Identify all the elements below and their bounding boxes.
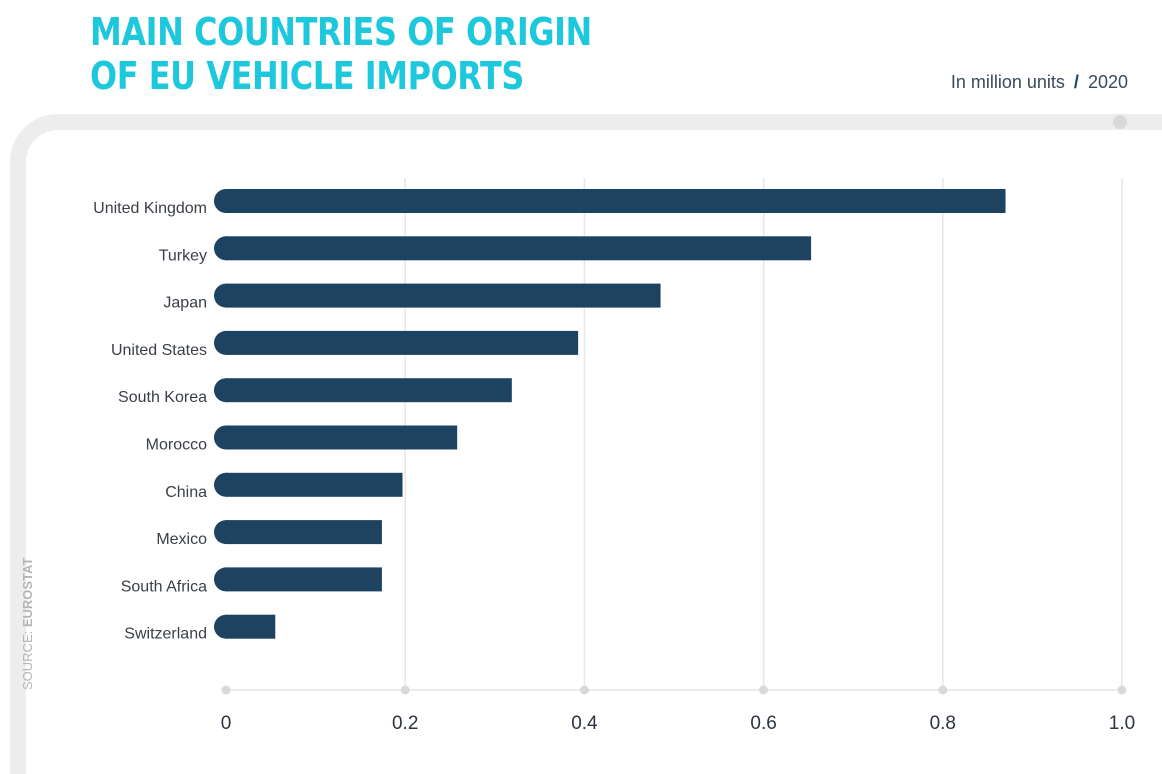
bar (226, 236, 812, 261)
bar (226, 472, 403, 497)
x-tick-label: 0.4 (571, 713, 598, 734)
category-label: South Africa (121, 578, 207, 595)
category-label: South Korea (118, 389, 207, 406)
year-text: 2020 (1087, 72, 1128, 92)
bar (226, 330, 579, 355)
unit-text: In million units (950, 72, 1065, 92)
category-label: United Kingdom (93, 200, 207, 217)
category-label: Mexico (156, 531, 207, 548)
category-label: United States (111, 342, 207, 359)
bar-cap (214, 425, 238, 450)
x-tick-label: 0 (221, 713, 232, 734)
x-tick-dot (759, 685, 769, 695)
category-label: China (165, 484, 207, 501)
chart-frame (10, 114, 1162, 774)
x-tick-label: 0.2 (392, 713, 418, 734)
x-tick-dot (221, 685, 231, 695)
bar (226, 567, 382, 592)
bar-cap (214, 330, 238, 355)
bar-chart: 0 0.2 0.4 0.6 0.8 1.0 United Kingdom Turkey Japa… (93, 178, 1135, 734)
bar-cap (214, 614, 238, 639)
bar (226, 425, 458, 450)
category-label: Turkey (159, 247, 207, 264)
bar-cap (214, 236, 238, 261)
x-tick-dot (579, 685, 589, 695)
category-label: Switzerland (124, 626, 207, 643)
x-tick-label: 0.6 (750, 713, 776, 734)
frame-end-dot (1113, 115, 1127, 129)
x-tick-label: 1.0 (1109, 713, 1135, 734)
bar-cap (214, 567, 238, 592)
x-tick-dot (400, 685, 410, 695)
bar-cap (214, 189, 238, 213)
title-line-2: OF EU VEHICLE IMPORTS (90, 54, 524, 98)
title-line-1: MAIN COUNTRIES OF ORIGIN (90, 10, 592, 54)
category-label: Morocco (146, 437, 207, 454)
chart-title: MAIN COUNTRIES OF ORIGIN OF EU VEHICLE I… (90, 10, 592, 98)
bar (226, 283, 661, 308)
bar-cap (214, 283, 238, 308)
bar (226, 520, 382, 545)
bar (226, 378, 512, 403)
unit-caption: In million units / 2020 (951, 72, 1128, 93)
unit-separator: / (1073, 72, 1079, 92)
bar-cap (214, 378, 238, 403)
bar-cap (214, 472, 238, 497)
bar (226, 189, 1006, 213)
x-tick-label: 0.8 (930, 713, 956, 734)
x-tick-dot (1117, 685, 1127, 695)
x-tick-dot (938, 685, 948, 695)
category-label: Japan (163, 295, 207, 312)
bar-cap (214, 520, 238, 545)
